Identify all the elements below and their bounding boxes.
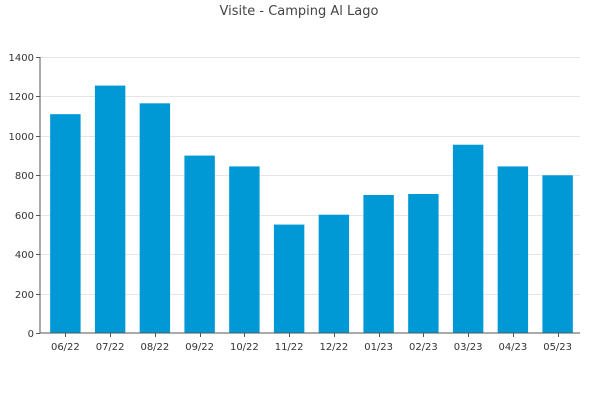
chart-title: Visite - Camping Al Lago: [220, 4, 379, 19]
bar: [542, 175, 573, 333]
y-tick-label: 200: [15, 290, 34, 301]
x-tick-label: 12/22: [319, 342, 348, 353]
gridlines: [40, 57, 580, 295]
y-axis-ticks: 0 200 400 600 800 1000 1200 1400: [9, 53, 40, 340]
y-tick-label: 1400: [9, 53, 34, 64]
y-tick-label: 600: [15, 211, 34, 222]
bar: [363, 195, 394, 333]
x-tick-label: 07/22: [96, 342, 125, 353]
bar: [50, 114, 81, 334]
bar: [452, 144, 484, 333]
y-tick-label: 800: [15, 171, 34, 182]
x-tick-label: 05/23: [543, 342, 572, 353]
x-tick-label: 06/22: [51, 342, 80, 353]
x-tick-label: 08/22: [140, 342, 169, 353]
y-tick-label: 1200: [9, 92, 34, 103]
x-tick-label: 02/23: [409, 342, 438, 353]
x-tick-label: 01/23: [364, 342, 393, 353]
x-tick-label: 11/22: [275, 342, 304, 353]
bar: [139, 103, 171, 333]
bar: [273, 224, 305, 333]
y-tick-label: 400: [15, 250, 34, 261]
bar: [229, 166, 260, 333]
bar: [94, 85, 126, 333]
x-tick-label: 10/22: [230, 342, 259, 353]
bar: [318, 214, 350, 333]
bar: [408, 194, 439, 333]
axes: [39, 57, 580, 334]
bar: [497, 166, 529, 333]
y-tick-label: 0: [28, 329, 34, 340]
x-tick-label: 04/23: [498, 342, 527, 353]
x-tick-label: 03/23: [454, 342, 483, 353]
x-axis-ticks: 06/22 07/22 08/22 09/22 10/22 11/22 12/22 01/23…: [51, 333, 572, 353]
y-tick-label: 1000: [9, 132, 34, 143]
x-tick-label: 09/22: [185, 342, 214, 353]
bar: [184, 155, 215, 333]
bar-series: [50, 85, 573, 334]
